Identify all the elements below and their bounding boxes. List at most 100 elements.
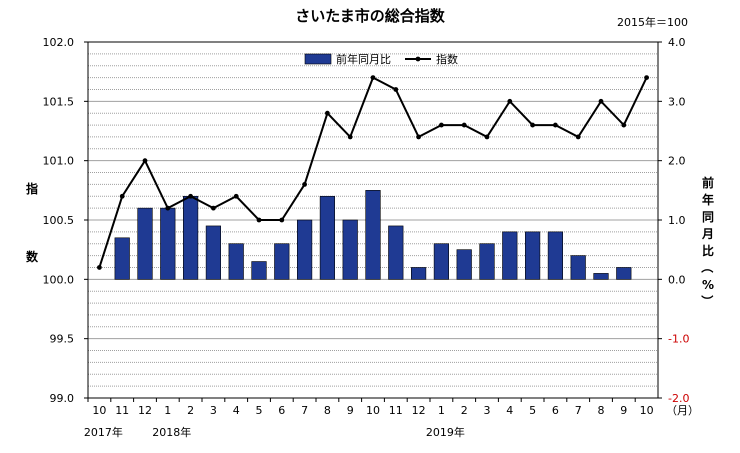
line-point <box>142 158 148 164</box>
bar-yoy <box>365 190 381 280</box>
bar-yoy <box>228 243 244 280</box>
x-tick-label: 10 <box>366 404 380 417</box>
y-left-tick-label: 101.0 <box>43 155 75 168</box>
year-label: 2019年 <box>426 425 465 439</box>
bar-yoy <box>525 231 541 280</box>
bar-yoy <box>502 231 518 280</box>
y-right-title-char: 同 <box>702 210 714 224</box>
bar-yoy <box>411 267 427 280</box>
line-point <box>439 122 444 128</box>
line-point <box>347 134 353 140</box>
x-tick-label: 4 <box>506 404 513 417</box>
line-point <box>233 193 239 199</box>
x-tick-label: 12 <box>138 404 152 417</box>
y-left-tick-label: 99.5 <box>50 333 75 346</box>
y-right-title-char: ） <box>700 295 715 307</box>
x-tick-label: 2 <box>187 404 194 417</box>
bar-yoy <box>160 207 176 280</box>
x-unit-label: （月） <box>666 404 699 417</box>
x-tick-label: 3 <box>210 404 217 417</box>
legend-label-bar: 前年同月比 <box>336 52 391 66</box>
y-left-tick-label: 99.0 <box>50 392 75 405</box>
bar-yoy <box>388 225 404 280</box>
x-tick-label: 8 <box>598 404 605 417</box>
line-point <box>211 205 216 211</box>
y-right-title-char: 前 <box>702 175 714 190</box>
y-right-tick-label: 1.0 <box>668 214 686 227</box>
y-left-tick-label: 101.5 <box>43 95 75 108</box>
y-right-title-char: （ <box>700 261 715 273</box>
x-tick-label: 5 <box>529 404 536 417</box>
line-point <box>530 122 535 128</box>
line-point <box>461 122 467 128</box>
bar-yoy <box>137 207 153 280</box>
line-point <box>279 217 285 223</box>
legend-label-line: 指数 <box>436 52 458 66</box>
legend-swatch-point <box>415 56 421 62</box>
y-left-tick-label: 100.0 <box>43 273 75 286</box>
year-label: 2017年 <box>84 425 123 439</box>
x-tick-label: 6 <box>278 404 285 417</box>
line-point <box>416 134 421 140</box>
y-left-tick-label: 102.0 <box>43 36 75 49</box>
bar-series <box>114 190 632 280</box>
line-point <box>325 110 330 116</box>
bar-yoy <box>616 267 632 280</box>
x-tick-label: 2 <box>461 404 468 417</box>
bar-yoy <box>251 261 267 280</box>
y-right-tick-label: -1.0 <box>668 333 689 346</box>
x-tick-label: 1 <box>438 404 445 417</box>
x-tick-label: 9 <box>347 404 354 417</box>
x-tick-label: 3 <box>484 404 491 417</box>
bar-yoy <box>433 243 449 280</box>
axes <box>84 41 662 402</box>
x-tick-label: 9 <box>620 404 627 417</box>
bar-yoy <box>479 243 495 280</box>
y-left-tick-label: 100.5 <box>43 214 75 227</box>
bar-yoy <box>297 219 313 280</box>
x-tick-label: 7 <box>575 404 582 417</box>
bar-yoy <box>570 255 586 280</box>
line-point <box>507 98 513 104</box>
x-tick-label: 5 <box>256 404 263 417</box>
y-right-title-char: 比 <box>702 243 714 258</box>
line-point <box>484 134 490 140</box>
line-point <box>621 122 627 128</box>
legend: 前年同月比 指数 <box>304 52 458 66</box>
y-right-tick-label: 3.0 <box>668 95 686 108</box>
line-point <box>119 193 125 199</box>
line-point <box>598 98 604 104</box>
x-tick-label: 1 <box>164 404 171 417</box>
line-point <box>165 205 171 211</box>
x-tick-label: 10 <box>640 404 654 417</box>
line-point <box>302 182 307 187</box>
bar-yoy <box>547 231 563 280</box>
bar-yoy <box>342 219 358 280</box>
line-point <box>370 75 376 80</box>
x-tick-label: 10 <box>92 404 106 417</box>
axis-labels: 99.099.5100.0100.5101.0101.5102.0-2.0-1.… <box>26 36 715 439</box>
x-tick-label: 6 <box>552 404 559 417</box>
line-point <box>644 75 649 80</box>
y-right-title-char: % <box>702 278 714 292</box>
x-tick-label: 8 <box>324 404 331 417</box>
y-left-title-char: 数 <box>26 249 39 264</box>
bar-yoy <box>183 195 199 280</box>
line-point <box>256 217 262 223</box>
bar-yoy <box>114 237 130 280</box>
y-right-tick-label: 2.0 <box>668 155 686 168</box>
line-point <box>575 134 581 140</box>
y-right-tick-label: -2.0 <box>668 392 689 405</box>
y-right-title-char: 年 <box>702 192 714 207</box>
bar-yoy <box>593 273 609 280</box>
base-year-note: 2015年＝100 <box>617 16 688 29</box>
line-series <box>97 75 649 270</box>
bar-yoy <box>274 243 290 280</box>
y-left-title-char: 指 <box>26 181 38 196</box>
y-right-tick-label: 0.0 <box>668 273 686 286</box>
line-point <box>97 265 102 270</box>
x-tick-label: 12 <box>412 404 426 417</box>
year-label: 2018年 <box>152 425 191 439</box>
bar-yoy <box>205 225 221 280</box>
